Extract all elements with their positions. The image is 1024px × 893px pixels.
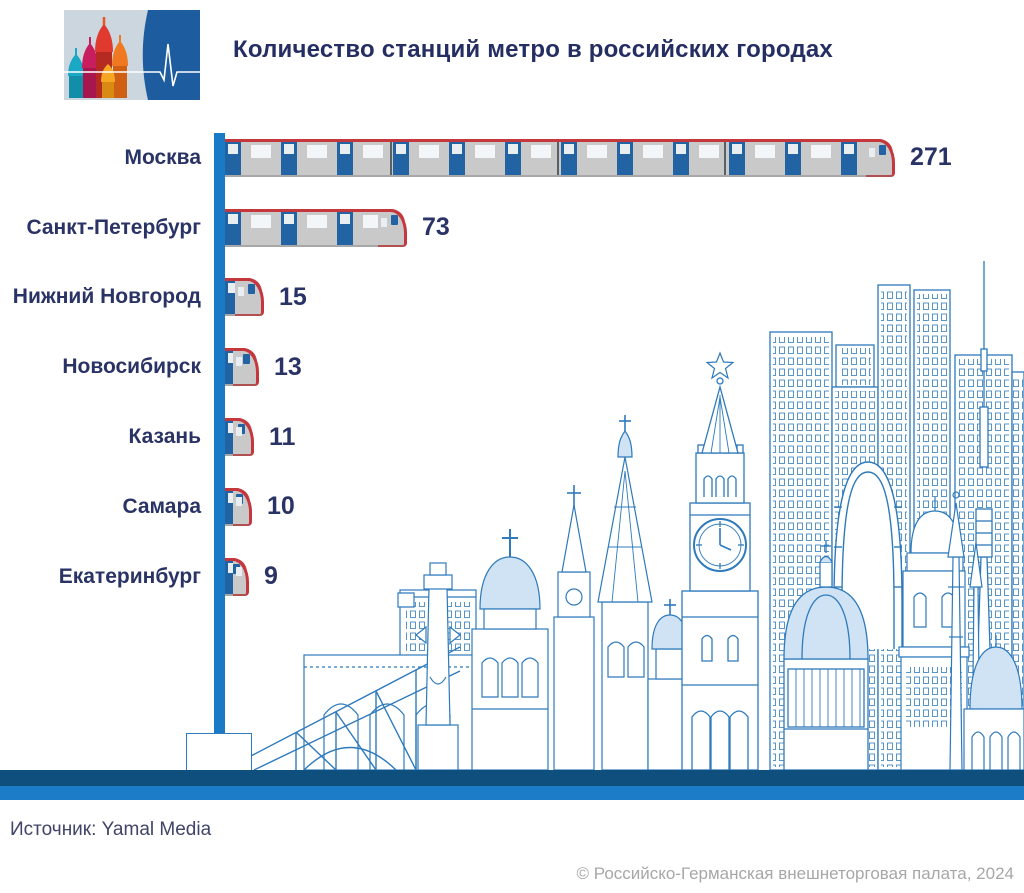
logo-pulse-icon [64,43,200,87]
logo-blue-panel [142,10,200,100]
bar-label: Новосибирск [62,355,201,379]
train-head-icon [378,208,407,247]
chart-rows: Москва 271 Санкт-Петербург 73 Нижний Новгоро… [0,123,1024,612]
bar-label: Нижний Новгород [12,285,201,309]
chart-axis [214,133,225,747]
chart-row: Самара 10 [0,472,1024,542]
chart-row: Екатеринбург 9 [0,542,1024,612]
bar-value: 13 [274,352,302,381]
bar-metro-train [225,557,249,596]
chart-row: Казань 11 [0,402,1024,472]
train-head-icon [233,418,254,457]
chamber-logo [64,10,200,100]
chart-row: Санкт-Петербург 73 [0,193,1024,263]
bar-value: 11 [269,422,296,451]
bar-label: Екатеринбург [58,564,201,588]
train-head-icon [233,487,252,526]
bar-value: 15 [279,282,307,311]
bar-label: Москва [124,145,201,169]
bar-label: Санкт-Петербург [26,215,201,239]
chart-row: Нижний Новгород 15 [0,263,1024,333]
train-head-icon [233,348,259,387]
copyright-note: © Российско-Германская внешнеторговая па… [576,864,1014,883]
bar-metro-train [225,138,895,177]
chart-row: Новосибирск 13 [0,332,1024,402]
bar-value: 9 [264,562,278,591]
bar-label: Казань [128,425,201,449]
chart-row: Москва 271 [0,123,1024,193]
ground-band-dark [0,770,1024,786]
bar-value: 73 [422,213,450,242]
train-body [225,141,893,175]
train-head-icon [233,557,249,596]
bar-metro-train [225,418,254,457]
train-head-icon [866,138,895,177]
bar-value: 271 [910,143,952,172]
axis-base-box [186,733,252,771]
bar-value: 10 [267,492,295,521]
source-note: Источник: Yamal Media [10,819,212,840]
bar-label: Самара [122,494,201,518]
train-body [225,211,405,245]
train-head-icon [235,278,264,317]
bar-metro-train [225,348,259,387]
bar-metro-train [225,208,407,247]
bar-metro-train [225,278,264,317]
logo-cathedral-icon [68,17,128,98]
city-skyline-illustration [223,261,1024,770]
bar-metro-train [225,487,252,526]
ground-band-light [0,786,1024,800]
page-title: Количество станций метро в российских го… [233,36,833,63]
